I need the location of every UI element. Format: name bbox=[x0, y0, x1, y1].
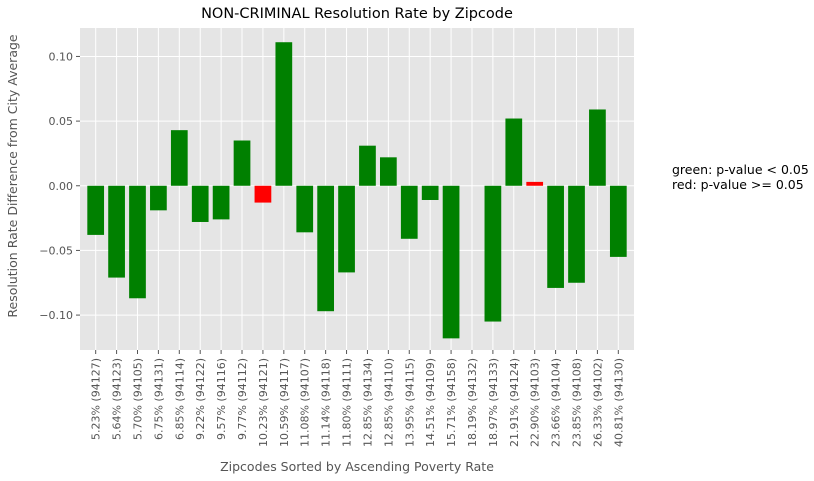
bar bbox=[150, 185, 167, 211]
x-tick-label: 5.64% (94123) bbox=[111, 358, 124, 440]
bar bbox=[338, 185, 355, 273]
x-tick-label: 9.77% (94112) bbox=[236, 358, 249, 440]
plot-area bbox=[80, 28, 634, 350]
bar bbox=[484, 185, 502, 322]
bar bbox=[254, 185, 272, 203]
x-tick-label: 9.57% (94116) bbox=[215, 358, 228, 440]
y-tick-label: −0.10 bbox=[39, 309, 73, 322]
bar bbox=[442, 185, 460, 339]
bar bbox=[609, 185, 627, 257]
bar bbox=[296, 185, 314, 233]
bar bbox=[547, 185, 564, 288]
bar bbox=[568, 185, 585, 283]
bar bbox=[129, 185, 146, 299]
x-tick-label: 9.22% (94122) bbox=[194, 358, 207, 440]
y-tick-label: 0.10 bbox=[49, 50, 74, 63]
x-tick-label: 6.75% (94131) bbox=[152, 358, 165, 440]
bar bbox=[400, 185, 418, 239]
legend-note-red: red: p-value >= 0.05 bbox=[672, 177, 804, 192]
x-tick-label: 5.70% (94105) bbox=[131, 358, 144, 440]
x-tick-label: 12.85% (94134) bbox=[361, 358, 374, 447]
y-axis-title: Resolution Rate Difference from City Ave… bbox=[5, 34, 20, 318]
x-tick-label: 12.85% (94110) bbox=[382, 358, 395, 447]
bar bbox=[317, 185, 335, 312]
x-tick-label: 26.33% (94102) bbox=[591, 358, 604, 447]
x-axis-title: Zipcodes Sorted by Ascending Poverty Rat… bbox=[220, 459, 494, 474]
bar bbox=[212, 185, 230, 220]
x-axis-ticks: 5.23% (94127) 5.64% (94123) 5.70% (94105) 6… bbox=[90, 350, 625, 447]
bar bbox=[87, 185, 105, 235]
bar bbox=[108, 185, 125, 278]
bar bbox=[421, 185, 439, 200]
x-tick-label: 22.90% (94103) bbox=[529, 358, 542, 447]
x-tick-label: 15.71% (94158) bbox=[445, 358, 458, 447]
y-tick-label: 0.05 bbox=[49, 115, 74, 128]
x-tick-label: 6.85% (94114) bbox=[173, 358, 186, 440]
x-tick-label: 11.14% (94118) bbox=[320, 358, 333, 447]
x-tick-label: 21.91% (94124) bbox=[508, 358, 521, 447]
x-tick-label: 10.23% (94121) bbox=[257, 358, 270, 447]
x-tick-label: 23.85% (94108) bbox=[571, 358, 584, 447]
bars bbox=[87, 42, 627, 339]
y-tick-label: 0.00 bbox=[49, 180, 74, 193]
x-tick-label: 23.66% (94104) bbox=[550, 358, 563, 447]
x-tick-label: 10.59% (94117) bbox=[278, 358, 291, 447]
y-tick-label: −0.05 bbox=[39, 244, 73, 257]
x-tick-label: 13.95% (94115) bbox=[403, 358, 416, 447]
bar bbox=[275, 42, 293, 186]
x-tick-label: 11.08% (94107) bbox=[299, 358, 312, 447]
chart-title: NON-CRIMINAL Resolution Rate by Zipcode bbox=[201, 6, 513, 22]
bar bbox=[505, 118, 523, 186]
bar bbox=[526, 181, 544, 186]
x-tick-label: 18.19% (94132) bbox=[466, 358, 479, 447]
bar bbox=[589, 109, 606, 186]
x-tick-label: 40.81% (94130) bbox=[612, 358, 625, 447]
bar bbox=[379, 157, 397, 186]
legend-note-green: green: p-value < 0.05 bbox=[672, 162, 809, 177]
bar bbox=[170, 130, 188, 186]
bar bbox=[191, 185, 209, 222]
y-axis-ticks: 0.10 0.05 0.00 −0.05 −0.10 bbox=[39, 50, 80, 322]
bar bbox=[359, 145, 376, 186]
bar bbox=[233, 140, 251, 186]
x-tick-label: 14.51% (94109) bbox=[424, 358, 437, 447]
x-tick-label: 11.80% (94111) bbox=[341, 358, 354, 447]
x-tick-label: 18.97% (94133) bbox=[487, 358, 500, 447]
x-tick-label: 5.23% (94127) bbox=[90, 358, 103, 440]
